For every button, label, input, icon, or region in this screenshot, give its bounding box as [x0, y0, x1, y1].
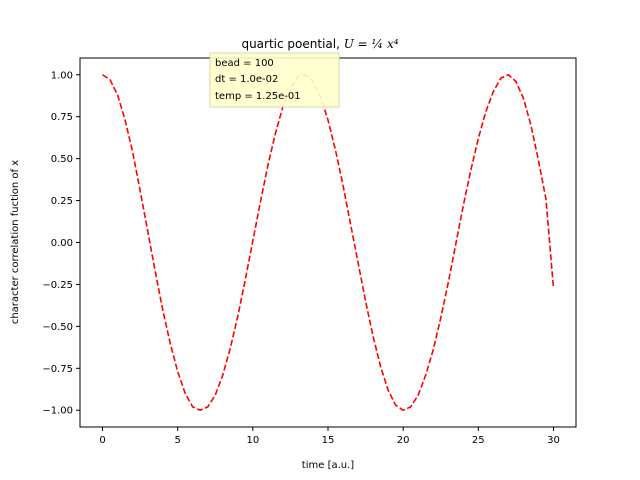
- annotation-line-bead: bead = 100: [215, 58, 274, 69]
- y-ticks: 1.00 0.75 0.50 0.25 0.00 −0.25 −0.50 −0.75 −1.00: [42, 70, 80, 417]
- chart-title: quartic poential, U = ¼ x⁴: [241, 37, 398, 51]
- annotation-line-dt: dt = 1.0e-02: [215, 74, 278, 85]
- y-tick-label: 0.25: [51, 196, 73, 207]
- y-tick-label: 0.50: [51, 154, 73, 165]
- y-tick-label: −0.50: [42, 322, 73, 333]
- x-tick-label: 10: [246, 435, 259, 446]
- y-tick-label: −1.00: [42, 406, 73, 417]
- x-tick-label: 20: [397, 435, 410, 446]
- series-line: [102, 73, 555, 412]
- x-tick-label: 5: [175, 435, 181, 446]
- y-tick-label: −0.75: [42, 364, 73, 375]
- y-tick-label: 0.00: [51, 238, 73, 249]
- chart-title-formula: U = ¼ x⁴: [344, 37, 399, 51]
- x-tick-label: 30: [547, 435, 560, 446]
- annotation-line-temp: temp = 1.25e-01: [215, 91, 301, 102]
- x-ticks: 0 5 10 15 20 25 30: [99, 427, 560, 446]
- annotation-background: [209, 52, 340, 108]
- x-axis-label: time [a.u.]: [302, 460, 354, 471]
- annotation-box: bead = 100 dt = 1.0e-02 temp = 1.25e-01: [209, 52, 340, 108]
- y-tick-label: 1.00: [51, 70, 73, 81]
- y-axis-label: character correlation fuction of x: [10, 160, 21, 324]
- x-tick-label: 25: [472, 435, 485, 446]
- y-tick-label: −0.25: [42, 280, 73, 291]
- chart-title-text: quartic poential,: [241, 37, 343, 51]
- x-tick-label: 15: [322, 435, 335, 446]
- series-layer: [102, 73, 555, 412]
- y-tick-label: 0.75: [51, 112, 73, 123]
- x-tick-label: 0: [99, 435, 105, 446]
